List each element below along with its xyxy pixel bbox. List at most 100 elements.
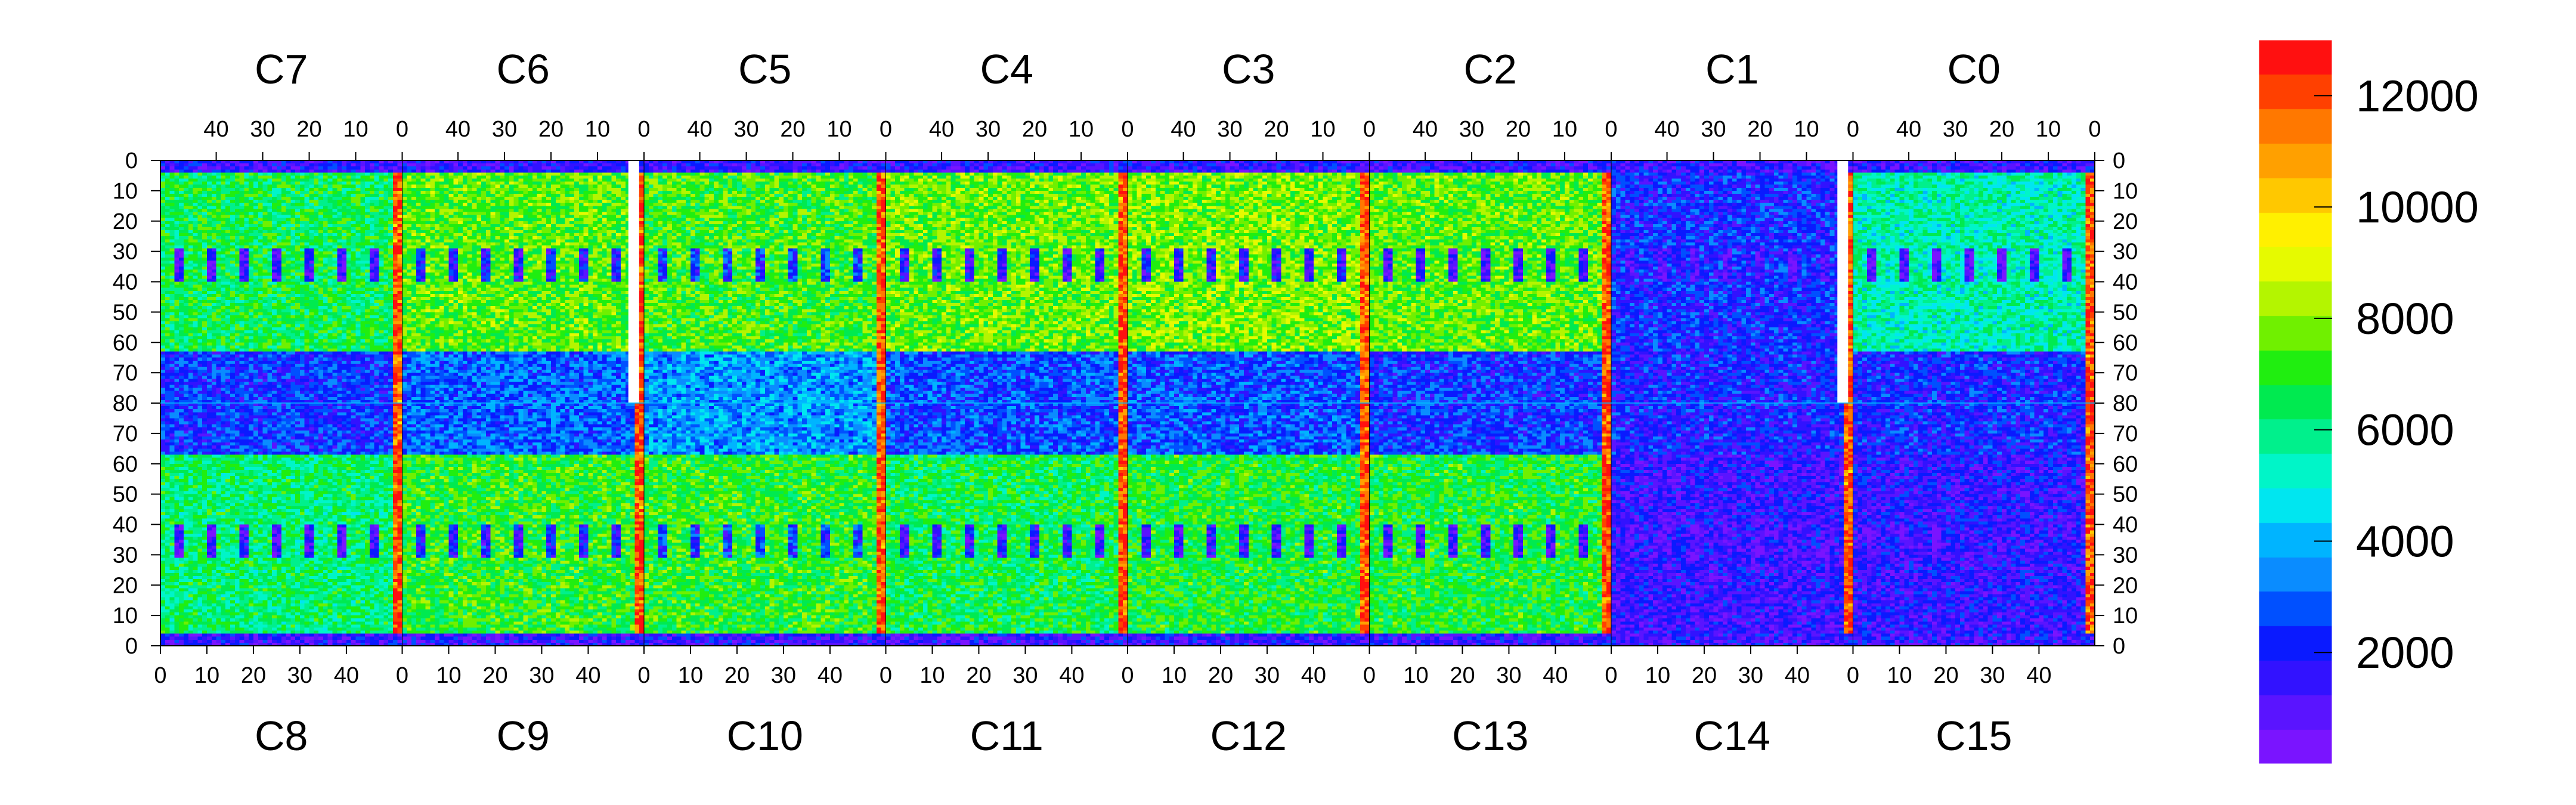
right-y-tick-label: 30 <box>2113 240 2138 265</box>
bottom-x-tick-label: 0 <box>1605 663 1617 688</box>
bottom-x-tick-label: 0 <box>396 663 408 688</box>
colorbar-tick-label: 4000 <box>2356 516 2454 566</box>
top-x-tick-label: 20 <box>1506 117 1531 142</box>
top-x-tick-label: 20 <box>1747 117 1772 142</box>
top-x-tick-label: 20 <box>1989 117 2014 142</box>
left-y-tick-label: 50 <box>113 482 138 507</box>
top-x-tick-label: 30 <box>976 117 1001 142</box>
bottom-x-tick-label: 30 <box>1013 663 1038 688</box>
top-x-tick-label: 10 <box>343 117 368 142</box>
top-x-tick-label: 10 <box>1552 117 1577 142</box>
bottom-x-tick-label: 10 <box>1887 663 1912 688</box>
left-y-tick-label: 40 <box>113 513 138 538</box>
right-y-tick-label: 20 <box>2113 573 2138 598</box>
top-x-tick-label: 0 <box>1605 117 1617 142</box>
top-x-tick-label: 30 <box>492 117 517 142</box>
bottom-chip-label: C9 <box>497 713 550 759</box>
top-x-tick-label: 0 <box>880 117 892 142</box>
bottom-chip-label: C11 <box>970 713 1044 759</box>
right-y-tick-label: 70 <box>2113 422 2138 447</box>
bottom-x-tick-label: 10 <box>1645 663 1670 688</box>
top-chip-label: C3 <box>1222 46 1275 92</box>
left-y-tick-label: 30 <box>113 543 138 568</box>
right-y-tick-label: 30 <box>2113 543 2138 568</box>
top-x-tick-label: 40 <box>445 117 470 142</box>
top-x-tick-label: 30 <box>250 117 275 142</box>
right-y-tick-label: 40 <box>2113 270 2138 295</box>
top-x-tick-label: 30 <box>733 117 758 142</box>
bottom-x-tick-label: 20 <box>1933 663 1958 688</box>
bottom-x-tick-label: 40 <box>575 663 600 688</box>
dead-strip <box>628 160 639 403</box>
dead-strip <box>1837 160 1849 403</box>
right-y-tick-label: 20 <box>2113 209 2138 234</box>
bottom-x-tick-label: 10 <box>1162 663 1187 688</box>
bottom-chip-label: C12 <box>1210 713 1287 759</box>
top-x-tick-label: 30 <box>1217 117 1242 142</box>
right-y-tick-label: 60 <box>2113 452 2138 477</box>
right-y-tick-label: 70 <box>2113 361 2138 386</box>
left-y-tick-label: 60 <box>113 330 138 355</box>
colorbar-frame <box>2258 39 2333 764</box>
top-x-tick-label: 20 <box>1022 117 1047 142</box>
top-x-tick-label: 40 <box>1413 117 1438 142</box>
top-x-tick-label: 0 <box>1363 117 1376 142</box>
top-chip-label: C2 <box>1464 46 1517 92</box>
top-x-tick-label: 30 <box>1943 117 1968 142</box>
right-y-tick-label: 40 <box>2113 513 2138 538</box>
left-y-tick-label: 70 <box>113 422 138 447</box>
bottom-x-tick-label: 0 <box>154 663 166 688</box>
bottom-x-tick-label: 0 <box>880 663 892 688</box>
bottom-x-tick-label: 30 <box>1496 663 1521 688</box>
bottom-x-tick-label: 30 <box>1255 663 1280 688</box>
left-y-tick-label: 10 <box>113 603 138 628</box>
left-y-tick-label: 80 <box>113 391 138 416</box>
right-y-tick-label: 10 <box>2113 179 2138 204</box>
bottom-x-tick-label: 30 <box>529 663 554 688</box>
colorbar-tick-label: 12000 <box>2356 71 2479 120</box>
right-y-tick-label: 50 <box>2113 482 2138 507</box>
bottom-x-tick-label: 10 <box>194 663 219 688</box>
top-chip-label: C0 <box>1948 46 2001 92</box>
bottom-x-tick-label: 30 <box>771 663 796 688</box>
left-y-tick-label: 10 <box>113 179 138 204</box>
bottom-chip-label: C14 <box>1694 713 1770 759</box>
top-x-tick-label: 40 <box>687 117 712 142</box>
left-y-tick-label: 60 <box>113 452 138 477</box>
bottom-x-tick-label: 40 <box>818 663 843 688</box>
colorbar-tick-label: 8000 <box>2356 294 2454 343</box>
bottom-x-tick-label: 0 <box>1121 663 1134 688</box>
bottom-x-tick-label: 40 <box>1059 663 1084 688</box>
right-y-tick-label: 0 <box>2113 148 2125 174</box>
colorbar-tick-label: 10000 <box>2356 182 2479 232</box>
top-x-tick-label: 40 <box>1654 117 1679 142</box>
left-y-tick-label: 0 <box>125 634 138 659</box>
bottom-x-tick-label: 30 <box>1738 663 1763 688</box>
top-chip-label: C1 <box>1705 46 1758 92</box>
bottom-x-tick-label: 0 <box>1363 663 1376 688</box>
bottom-x-tick-label: 20 <box>724 663 750 688</box>
bottom-x-tick-label: 20 <box>1692 663 1717 688</box>
bottom-x-tick-label: 30 <box>287 663 312 688</box>
bottom-x-tick-label: 10 <box>919 663 945 688</box>
bottom-x-tick-label: 30 <box>1980 663 2005 688</box>
top-x-tick-label: 0 <box>1121 117 1134 142</box>
bottom-x-tick-label: 40 <box>1543 663 1568 688</box>
bottom-chip-label: C15 <box>1936 713 2012 759</box>
top-x-tick-label: 30 <box>1459 117 1484 142</box>
left-y-tick-label: 50 <box>113 300 138 325</box>
bottom-x-tick-label: 0 <box>637 663 650 688</box>
top-x-tick-label: 10 <box>1069 117 1094 142</box>
bottom-x-tick-label: 10 <box>1403 663 1428 688</box>
bottom-x-tick-label: 10 <box>436 663 461 688</box>
colorbar-tick-label: 6000 <box>2356 405 2454 455</box>
top-x-tick-label: 10 <box>826 117 852 142</box>
top-x-tick-label: 20 <box>538 117 564 142</box>
colorbar-tick-label: 2000 <box>2356 628 2454 677</box>
bottom-x-tick-label: 20 <box>482 663 507 688</box>
top-chip-label: C6 <box>497 46 550 92</box>
top-x-tick-label: 10 <box>1310 117 1335 142</box>
right-y-tick-label: 60 <box>2113 330 2138 355</box>
